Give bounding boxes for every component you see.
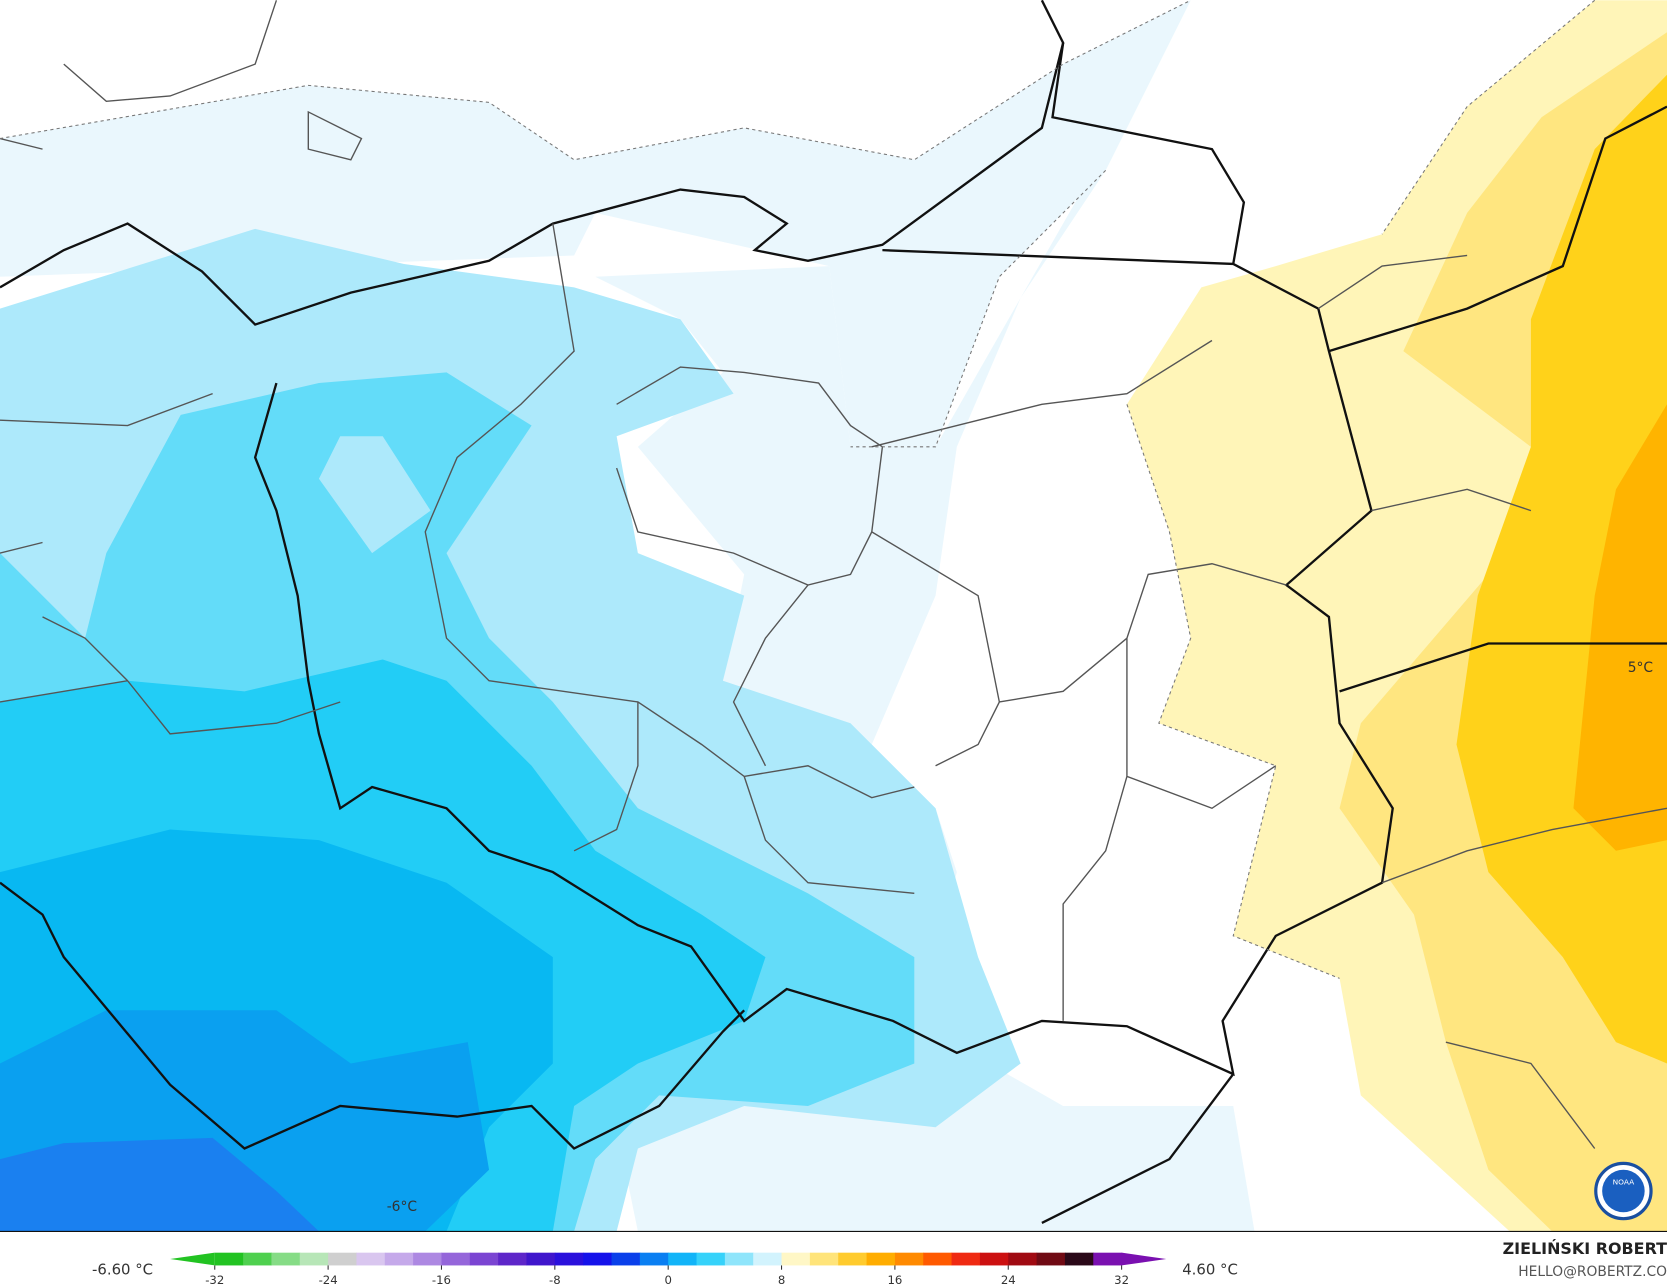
colorbar-segment <box>384 1252 414 1266</box>
author: ZIELIŃSKI ROBERT <box>1503 1239 1667 1258</box>
colorbar-segment <box>838 1252 868 1266</box>
noaa-logo: NOAA <box>1594 1161 1653 1221</box>
colorbar-segment <box>356 1252 386 1266</box>
max-label: 4.60 °C <box>1182 1261 1238 1279</box>
colorbar-end <box>1121 1252 1167 1266</box>
colorbar-tick-label: -8 <box>549 1273 561 1287</box>
colorbar-tick-label: 16 <box>887 1273 902 1287</box>
colorbar: -32 -24 -16 -8 0 8 16 24 32 <box>170 1252 1167 1287</box>
svg-text:NOAA: NOAA <box>1613 1178 1636 1187</box>
colorbar-segment <box>328 1252 357 1266</box>
colorbar-segment <box>668 1252 698 1266</box>
contour-label: 5°C <box>1628 660 1653 676</box>
colorbar-segment <box>979 1252 1009 1266</box>
colorbar-tick-label: 0 <box>664 1273 671 1287</box>
colorbar-segment <box>583 1252 613 1266</box>
colorbar-segment <box>469 1252 499 1266</box>
colorbar-tick-label: -24 <box>319 1273 338 1287</box>
colorbar-segment <box>809 1252 839 1266</box>
colorbar-segment <box>271 1252 301 1266</box>
colorbar-tick-label: 32 <box>1114 1273 1129 1287</box>
colorbar-tick-label: 24 <box>1001 1273 1016 1287</box>
colorbar-segment <box>923 1252 953 1266</box>
colorbar-segment <box>1064 1252 1094 1266</box>
colorbar-segment <box>781 1252 811 1266</box>
colorbar-segment <box>866 1252 896 1266</box>
colorbar-segment <box>441 1252 471 1266</box>
colorbar-end <box>170 1252 215 1266</box>
colorbar-segment <box>1008 1252 1038 1266</box>
colorbar-segment <box>696 1252 726 1266</box>
colorbar-segment <box>611 1252 641 1266</box>
colorbar-segment <box>1093 1252 1123 1266</box>
contour-label: -6°C <box>387 1199 417 1215</box>
colorbar-tick-label: -32 <box>205 1273 224 1287</box>
map: NOAA -6°C 5°C <box>0 0 1667 1232</box>
colorbar-segment <box>724 1252 754 1266</box>
min-label: -6.60 °C <box>92 1261 153 1279</box>
colorbar-segment <box>214 1252 244 1266</box>
colorbar-segment <box>299 1252 329 1266</box>
colorbar-segment <box>243 1252 272 1266</box>
colorbar-segment <box>498 1252 528 1266</box>
colorbar-segment <box>1036 1252 1066 1266</box>
colorbar-tick-label: -16 <box>432 1273 451 1287</box>
colorbar-segment <box>554 1252 584 1266</box>
colorbar-tick-label: 8 <box>778 1273 785 1287</box>
colorbar-segment <box>526 1252 556 1266</box>
colorbar-segment <box>413 1252 442 1266</box>
contact: HELLO@ROBERTZ.CO <box>1518 1264 1667 1280</box>
colorbar-segment <box>639 1252 669 1266</box>
colorbar-segment <box>951 1252 981 1266</box>
colorbar-segment <box>894 1252 924 1266</box>
colorbar-segment <box>753 1252 783 1266</box>
